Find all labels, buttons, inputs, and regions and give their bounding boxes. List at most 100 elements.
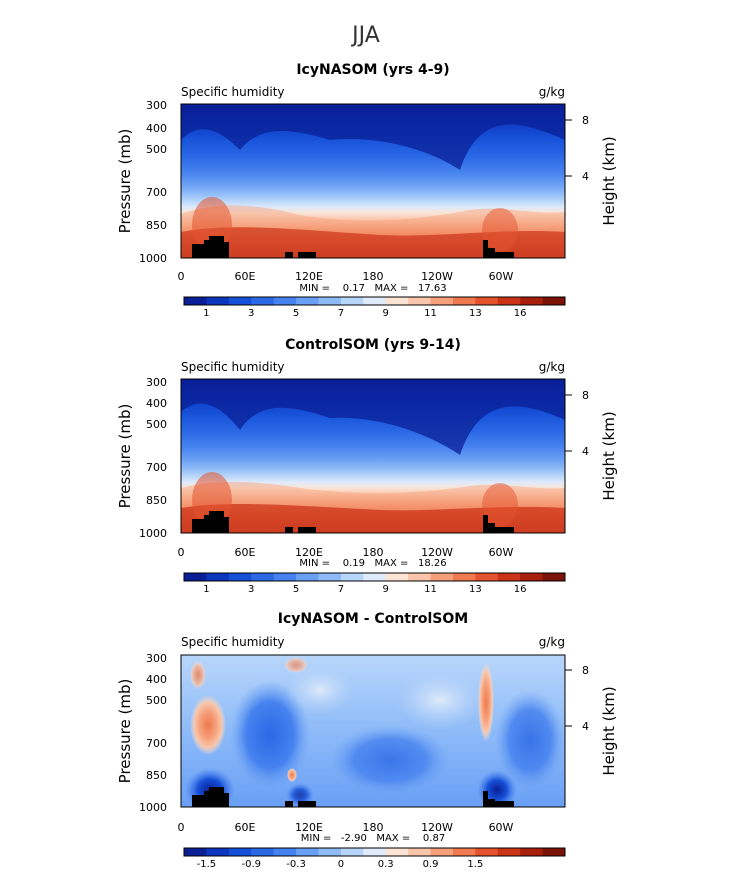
x-tick: 120E <box>295 546 323 559</box>
colorbar-swatch <box>497 573 521 581</box>
x-tick: 180 <box>363 270 384 283</box>
colorbar-label: -0.3 <box>286 859 306 870</box>
colorbar-frame <box>183 847 566 857</box>
colorbar-swatch <box>363 297 387 305</box>
colorbar-swatch <box>296 848 319 856</box>
min-max-stats: MIN = -2.90 MAX = 0.87 <box>301 833 445 844</box>
y-tick: 300 <box>146 99 167 112</box>
right-axis-label: Height (km) <box>600 411 618 500</box>
colorbar-label: 0 <box>338 859 344 870</box>
colorbar-label: 11 <box>424 308 437 319</box>
x-axis: 0 60E 120E 180 120W 60W <box>178 546 514 559</box>
colorbar-swatch <box>542 573 566 581</box>
colorbar-label: 11 <box>424 584 437 595</box>
colorbar-swatch <box>228 573 252 581</box>
panel-2: ControlSOM (yrs 9-14) Specific humidity … <box>116 337 618 595</box>
colorbar-swatch <box>228 848 252 856</box>
colorbar-swatch <box>206 848 230 856</box>
colorbar-swatch <box>430 848 454 856</box>
heatmap-field <box>181 104 565 258</box>
colorbar-label: 13 <box>469 308 482 319</box>
colorbar-swatch <box>475 848 499 856</box>
colorbar-swatch <box>318 297 342 305</box>
panel-1: IcyNASOM (yrs 4-9) Specific humidity g/k… <box>116 62 618 319</box>
left-label: Specific humidity <box>181 360 285 374</box>
y-axis-right: 8 4 <box>565 389 589 458</box>
x-tick: 0 <box>178 821 185 834</box>
colorbar-label: 9 <box>383 308 389 319</box>
y-axis-right: 8 4 <box>565 114 589 183</box>
heatmap-field <box>181 655 565 807</box>
colorbar-label: -0.9 <box>241 859 261 870</box>
topography <box>192 236 514 258</box>
colorbar-label: 13 <box>469 584 482 595</box>
colorbar-label: 1 <box>203 584 209 595</box>
right-tick: 4 <box>582 170 589 183</box>
right-axis-label: Height (km) <box>600 686 618 775</box>
y-tick: 700 <box>146 737 167 750</box>
y-tick: 300 <box>146 652 167 665</box>
colorbar-label: 16 <box>514 308 527 319</box>
colorbar-swatch <box>340 573 364 581</box>
y-axis-left: 300 400 500 700 850 1000 <box>139 99 167 265</box>
colorbar-swatch <box>273 297 297 305</box>
x-tick: 120W <box>421 546 453 559</box>
colorbar-swatch <box>273 573 297 581</box>
x-tick: 0 <box>178 546 185 559</box>
right-tick: 8 <box>582 664 589 677</box>
x-tick: 180 <box>363 546 384 559</box>
colorbar-swatch <box>273 848 297 856</box>
x-tick: 60E <box>235 270 256 283</box>
colorbar-swatch <box>385 573 409 581</box>
y-axis-label: Pressure (mb) <box>116 129 134 234</box>
y-tick: 400 <box>146 673 167 686</box>
y-tick: 1000 <box>139 252 167 265</box>
y-axis-right: 8 4 <box>565 664 589 733</box>
y-tick: 1000 <box>139 801 167 814</box>
colorbar-label: 1.5 <box>467 859 483 870</box>
x-tick: 60W <box>489 546 514 559</box>
colorbar-swatch <box>363 573 387 581</box>
colorbar-swatch <box>452 848 476 856</box>
y-axis-label: Pressure (mb) <box>116 679 134 784</box>
colorbar: 1 3 5 7 9 11 13 16 <box>183 296 566 319</box>
y-axis-left: 300 400 500 700 850 1000 <box>139 376 167 540</box>
units-label: g/kg <box>539 85 565 99</box>
left-label: Specific humidity <box>181 635 285 649</box>
x-tick: 120E <box>295 270 323 283</box>
colorbar-swatch <box>408 848 432 856</box>
colorbar-swatch <box>251 573 275 581</box>
panel-title: IcyNASOM - ControlSOM <box>278 611 468 627</box>
x-tick: 60E <box>235 821 256 834</box>
colorbar-swatch <box>296 297 319 305</box>
colorbar-label: 1 <box>203 308 209 319</box>
x-tick: 60W <box>489 270 514 283</box>
colorbar-label: 7 <box>338 584 344 595</box>
y-tick: 500 <box>146 143 167 156</box>
colorbar-swatch <box>296 573 319 581</box>
units-label: g/kg <box>539 635 565 649</box>
colorbar-swatch <box>497 848 521 856</box>
colorbar-swatch <box>452 297 476 305</box>
colorbar-swatch <box>542 297 566 305</box>
colorbar-swatch <box>520 297 544 305</box>
colorbar-swatch <box>184 573 207 581</box>
left-label: Specific humidity <box>181 85 285 99</box>
colorbar: -1.5 -0.9 -0.3 0 0.3 0.9 1.5 <box>183 847 566 870</box>
x-tick: 120W <box>421 821 453 834</box>
topography <box>192 787 514 807</box>
colorbar-swatch <box>206 573 230 581</box>
right-axis-label: Height (km) <box>600 136 618 225</box>
colorbar-swatch <box>363 848 387 856</box>
colorbar-swatch <box>520 573 544 581</box>
colorbar-label: 5 <box>293 584 299 595</box>
colorbar-swatch <box>497 297 521 305</box>
colorbar-swatch <box>318 573 342 581</box>
colorbar-label: 16 <box>514 584 527 595</box>
y-tick: 1000 <box>139 527 167 540</box>
min-max-stats: MIN = 0.17 MAX = 17.63 <box>299 283 446 294</box>
colorbar-swatch <box>430 573 454 581</box>
x-tick: 120W <box>421 270 453 283</box>
colorbar-label: 5 <box>293 308 299 319</box>
